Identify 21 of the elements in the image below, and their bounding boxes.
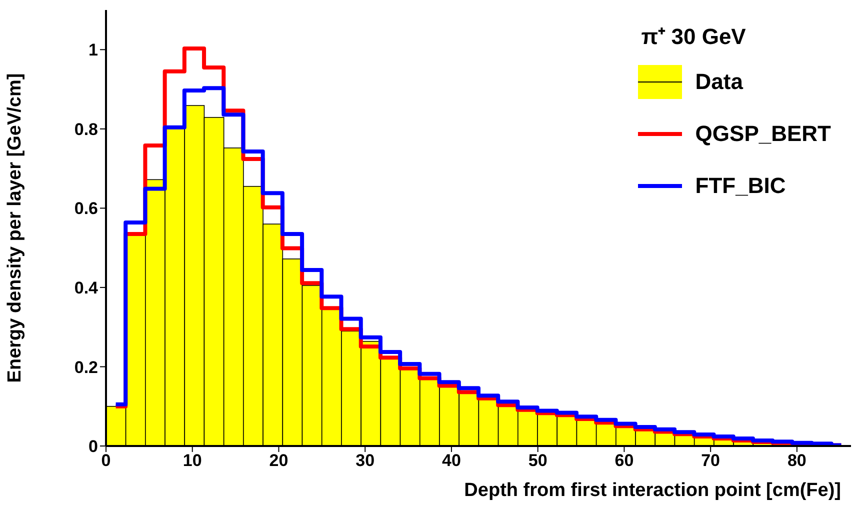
x-tick-label: 60: [614, 451, 634, 470]
y-tick-label: 0.2: [74, 358, 98, 377]
y-tick-label: 0.4: [74, 278, 99, 298]
legend-title: π⁺ 30 GeV: [641, 23, 747, 50]
x-tick-label: 0: [101, 451, 111, 470]
x-tick-label: 40: [442, 451, 461, 470]
x-axis-title: Depth from first interaction point [cm(Fe)]: [464, 480, 841, 501]
y-tick-label: 0: [88, 437, 98, 456]
y-tick-label: 0.6: [74, 199, 98, 218]
y-tick-label: 1: [88, 40, 98, 60]
x-tick-label: 70: [701, 451, 720, 470]
legend-label: QGSP_BERT: [695, 121, 831, 147]
x-tick-label: 80: [787, 451, 806, 470]
x-tick-label: 20: [269, 451, 288, 470]
y-axis-title: Energy density per layer [GeV/cm]: [4, 73, 26, 383]
legend-label: FTF_BIC: [695, 173, 786, 199]
x-tick-label: 30: [356, 451, 375, 470]
x-tick-label: 10: [182, 451, 202, 470]
y-tick-label: 0.8: [74, 120, 98, 139]
legend-label: Data: [695, 69, 743, 95]
x-tick-label: 50: [528, 451, 548, 470]
